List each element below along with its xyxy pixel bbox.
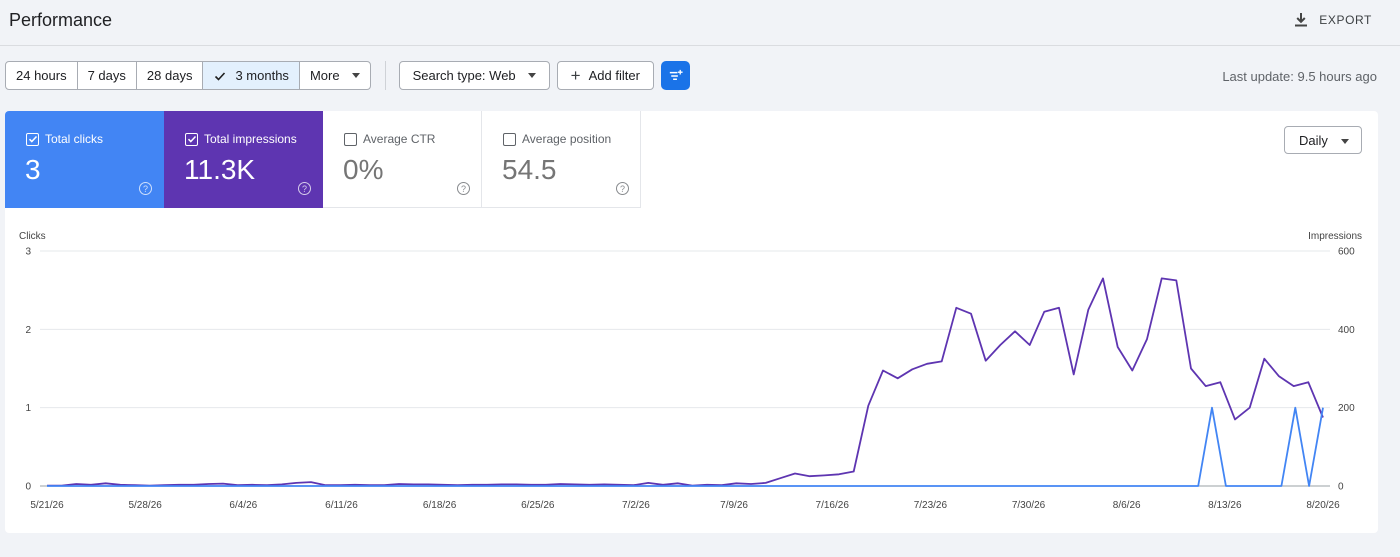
check-icon — [215, 71, 226, 81]
checkbox-checked-icon — [185, 132, 198, 146]
metric-label: Average position — [503, 132, 611, 146]
divider — [384, 61, 386, 90]
range-label: 7 days — [87, 68, 126, 83]
checkbox-unchecked-icon — [344, 132, 357, 146]
download-icon — [1295, 13, 1308, 27]
caret-down-icon — [351, 73, 360, 78]
metric-label-text: Average position — [522, 132, 612, 146]
range-more-dropdown[interactable]: More — [300, 62, 370, 89]
range-3-months-button[interactable]: 3 months — [203, 62, 300, 89]
performance-card: Total clicks 3 ? Total impressions 11.3K… — [5, 111, 1378, 533]
help-icon[interactable]: ? — [457, 182, 470, 195]
add-filter-button[interactable]: + Add filter — [556, 61, 654, 90]
checkbox-checked-icon — [26, 132, 39, 146]
filter-bar: 24 hours 7 days 28 days 3 months More Se… — [5, 61, 690, 90]
metric-value: 0% — [343, 154, 384, 185]
search-type-dropdown[interactable]: Search type: Web — [398, 61, 550, 90]
export-button[interactable]: EXPORT — [1293, 8, 1372, 32]
caret-down-icon — [527, 73, 536, 78]
caret-down-icon — [1341, 139, 1349, 144]
more-label: More — [309, 68, 340, 83]
metric-value: 3 — [25, 154, 41, 185]
page-header: Performance EXPORT — [0, 0, 1400, 46]
metric-label-text: Total impressions — [204, 132, 297, 146]
help-icon[interactable]: ? — [616, 182, 629, 195]
metric-total-impressions[interactable]: Total impressions 11.3K ? — [164, 111, 323, 208]
granularity-label: Daily — [1299, 132, 1328, 148]
help-icon[interactable]: ? — [139, 182, 152, 195]
range-28-days-button[interactable]: 28 days — [137, 62, 204, 89]
range-7-days-button[interactable]: 7 days — [78, 62, 137, 89]
metric-label-text: Average CTR — [363, 132, 436, 146]
filter-settings-icon — [669, 69, 683, 81]
metric-label-text: Total clicks — [45, 132, 104, 146]
help-icon[interactable]: ? — [298, 182, 311, 195]
metric-value: 11.3K — [184, 154, 256, 185]
metric-average-ctr[interactable]: Average CTR 0% ? — [323, 111, 482, 208]
metric-label: Total impressions — [185, 132, 297, 146]
metric-value: 54.5 — [502, 154, 557, 185]
plus-icon: + — [570, 66, 581, 85]
checkbox-unchecked-icon — [503, 132, 516, 146]
metric-label: Total clicks — [26, 132, 103, 146]
add-filter-label: Add filter — [588, 68, 640, 83]
range-label: 28 days — [146, 68, 193, 83]
page-title: Performance — [9, 10, 113, 30]
search-type-label: Search type: Web — [412, 68, 516, 83]
export-label: EXPORT — [1319, 13, 1372, 27]
metric-average-position[interactable]: Average position 54.5 ? — [482, 111, 641, 208]
range-label: 3 months — [235, 68, 289, 83]
date-range-selector: 24 hours 7 days 28 days 3 months More — [5, 61, 371, 90]
last-update-text: Last update: 9.5 hours ago — [1222, 69, 1377, 84]
metric-total-clicks[interactable]: Total clicks 3 ? — [5, 111, 164, 208]
granularity-dropdown[interactable]: Daily — [1284, 126, 1362, 154]
filter-settings-button[interactable] — [660, 61, 690, 90]
range-24-hours-button[interactable]: 24 hours — [6, 62, 78, 89]
metric-label: Average CTR — [344, 132, 435, 146]
range-label: 24 hours — [16, 68, 67, 83]
